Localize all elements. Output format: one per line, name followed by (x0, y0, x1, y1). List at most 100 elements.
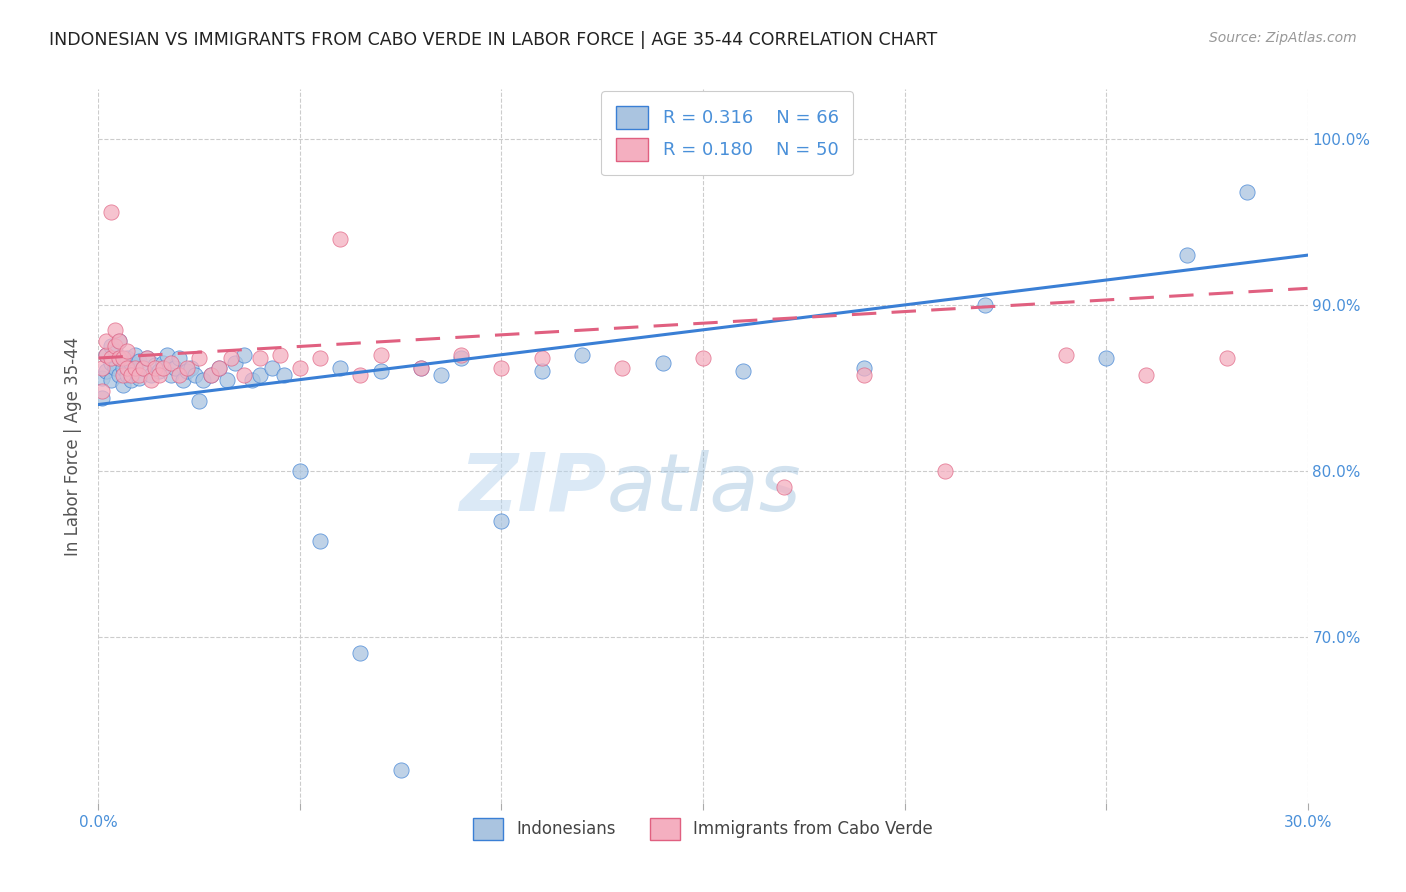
Point (288, 361, 311, 376)
Point (1054, 348, 1077, 362)
Point (103, 323, 125, 337)
Point (148, 364, 170, 378)
Point (1216, 351, 1239, 365)
Point (409, 361, 432, 376)
Point (132, 361, 155, 376)
Point (491, 514, 513, 528)
Point (152, 361, 174, 376)
Point (107, 351, 129, 365)
Point (91, 361, 114, 376)
Point (100, 373, 122, 387)
Point (450, 348, 472, 362)
Point (111, 361, 134, 376)
Point (530, 364, 553, 378)
Point (139, 368, 162, 382)
Point (100, 351, 122, 365)
Point (273, 368, 295, 382)
Point (103, 344, 125, 359)
Point (217, 373, 239, 387)
Point (148, 368, 170, 382)
Point (1236, 185, 1258, 199)
Point (329, 361, 352, 376)
Point (249, 368, 271, 382)
Point (100, 205, 122, 219)
Point (370, 348, 392, 362)
Point (100, 339, 122, 353)
Point (120, 356, 142, 370)
Point (530, 351, 553, 365)
Point (111, 351, 134, 365)
Point (107, 368, 129, 382)
Text: INDONESIAN VS IMMIGRANTS FROM CABO VERDE IN LABOR FORCE | AGE 35-44 CORRELATION : INDONESIAN VS IMMIGRANTS FROM CABO VERDE… (49, 31, 938, 49)
Point (612, 361, 634, 376)
Point (124, 348, 146, 362)
Point (128, 371, 150, 385)
Point (221, 351, 243, 365)
Point (733, 364, 755, 378)
Point (450, 351, 472, 365)
Point (107, 334, 129, 349)
Point (269, 348, 291, 362)
Point (143, 358, 166, 372)
Point (135, 351, 157, 365)
Point (309, 351, 332, 365)
Point (115, 344, 138, 359)
Point (934, 464, 956, 478)
Point (107, 334, 129, 349)
Point (143, 361, 166, 376)
Point (208, 361, 231, 376)
Point (91, 384, 114, 399)
Point (139, 373, 162, 387)
Point (974, 298, 997, 312)
Point (124, 364, 146, 378)
Text: Source: ZipAtlas.com: Source: ZipAtlas.com (1209, 31, 1357, 45)
Point (107, 351, 129, 365)
Point (120, 368, 142, 382)
Point (249, 351, 271, 365)
Point (853, 361, 876, 376)
Point (200, 368, 222, 382)
Point (163, 361, 186, 376)
Point (853, 368, 876, 382)
Y-axis label: In Labor Force | Age 35-44: In Labor Force | Age 35-44 (65, 336, 83, 556)
Point (309, 533, 332, 548)
Point (167, 368, 190, 382)
Point (224, 356, 246, 370)
Point (772, 481, 794, 495)
Point (188, 394, 211, 409)
Point (91, 371, 114, 385)
Point (132, 361, 155, 376)
Point (115, 351, 138, 365)
Point (260, 361, 283, 376)
Point (208, 361, 231, 376)
Point (200, 368, 222, 382)
Point (1095, 351, 1118, 365)
Point (389, 763, 412, 777)
Point (288, 464, 311, 478)
Point (409, 361, 432, 376)
Point (103, 361, 125, 376)
Point (349, 647, 371, 661)
Point (180, 361, 202, 376)
Point (232, 368, 254, 382)
Point (96, 334, 118, 349)
Point (167, 351, 190, 365)
Text: ZIP: ZIP (458, 450, 606, 528)
Point (571, 348, 593, 362)
Point (96, 364, 118, 378)
Point (1135, 368, 1157, 382)
Point (430, 368, 453, 382)
Point (128, 368, 150, 382)
Point (188, 351, 211, 365)
Point (329, 231, 352, 245)
Point (128, 354, 150, 368)
Point (1175, 248, 1198, 262)
Point (156, 348, 179, 362)
Point (172, 373, 194, 387)
Point (152, 356, 174, 370)
Point (111, 377, 134, 392)
Point (100, 356, 122, 370)
Point (651, 356, 673, 370)
Point (135, 351, 157, 365)
Point (124, 361, 146, 376)
